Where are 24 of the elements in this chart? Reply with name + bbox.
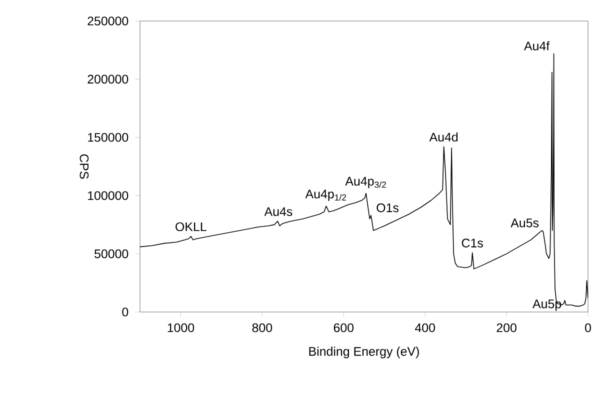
y-tick-label: 50000 (94, 249, 128, 258)
annotation: O1s (376, 203, 399, 212)
annotation: Au4p$_{3/2}$ (345, 176, 386, 188)
annotation: OKLL (176, 222, 206, 232)
x-tick-label: 1000 (168, 323, 194, 332)
x-tick-label: 400 (414, 323, 435, 332)
y-tick-label: 200000 (88, 74, 128, 84)
x-tick-label: 800 (252, 323, 272, 332)
y-tick-label: 250000 (88, 16, 128, 26)
annotation: Au4p$_{1/2}$ (305, 190, 346, 201)
annotation: Au4f (524, 41, 550, 50)
x-tick-label: 200 (496, 323, 516, 332)
annotation: Au4s (264, 207, 292, 216)
x-tick-label: 600 (334, 323, 354, 332)
y-tick-label: 0 (122, 308, 128, 316)
annotation: C1s (462, 238, 483, 248)
x-tick-label: 0 (585, 323, 591, 332)
annotation: Au5p (532, 300, 562, 311)
annotation: Au4d (429, 132, 458, 142)
y-tick-label: 100000 (88, 191, 128, 200)
y-axis-title: CPS (80, 154, 89, 179)
y-tick-label: 150000 (88, 133, 128, 142)
x-axis-title: Binding Energy (eV) (309, 346, 419, 358)
annotation: Au5s (510, 218, 539, 228)
